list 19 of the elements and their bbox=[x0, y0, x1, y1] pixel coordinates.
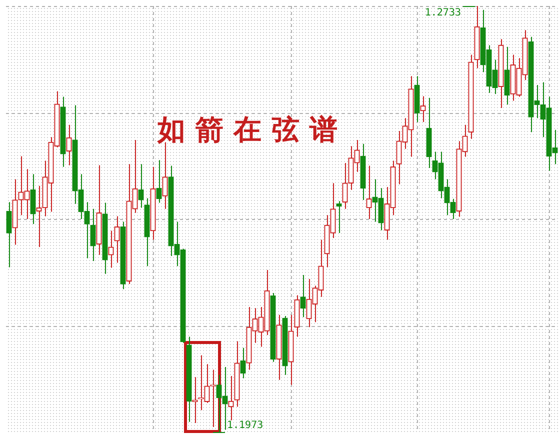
candlestick bbox=[300, 274, 306, 318]
annotation: 1.1973 bbox=[227, 420, 264, 432]
candlestick bbox=[66, 124, 72, 166]
candlestick bbox=[114, 216, 120, 264]
candlestick bbox=[156, 160, 162, 204]
candlestick bbox=[30, 174, 36, 225]
candlestick bbox=[6, 202, 12, 268]
candlestick bbox=[336, 200, 342, 234]
candlestick bbox=[420, 96, 426, 123]
candlestick bbox=[240, 347, 246, 379]
text: 如箭在弦谱 bbox=[156, 113, 348, 147]
candlestick bbox=[210, 369, 216, 428]
candlestick bbox=[90, 208, 96, 262]
candlestick bbox=[366, 165, 372, 220]
candlestick bbox=[504, 46, 510, 106]
candlestick bbox=[228, 375, 234, 421]
candlestick bbox=[108, 230, 114, 268]
annotation: 1.2733 bbox=[424, 8, 461, 19]
candlestick bbox=[138, 164, 144, 208]
